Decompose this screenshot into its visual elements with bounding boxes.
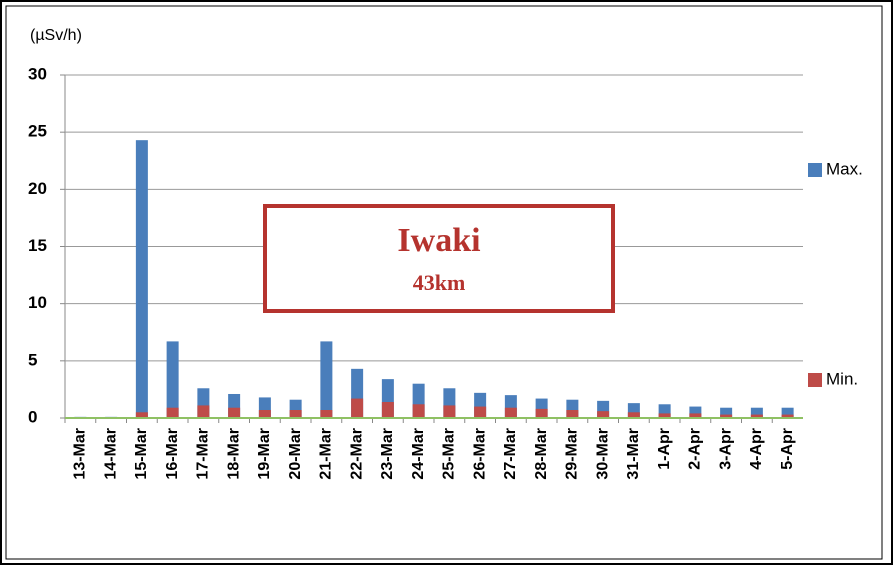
y-tick-label: 30 [28, 64, 47, 83]
x-tick-label: 17-Mar [195, 428, 212, 480]
bar [781, 407, 794, 418]
bar [289, 409, 302, 418]
x-tick-label: 25-Mar [441, 428, 458, 480]
bar [535, 408, 548, 418]
x-tick-label: 1-Apr [656, 428, 673, 470]
bar [320, 409, 333, 418]
x-tick-label: 15-Mar [133, 428, 150, 480]
x-tick-label: 2-Apr [687, 428, 704, 470]
bar [720, 414, 733, 418]
bar [597, 411, 610, 418]
x-tick-label: 19-Mar [256, 428, 273, 480]
bar [689, 413, 702, 418]
annotation-subtitle: 43km [413, 270, 466, 295]
x-tick-label: 18-Mar [225, 428, 242, 480]
bar [258, 409, 271, 418]
x-tick-label: 29-Mar [564, 428, 581, 480]
bar [658, 413, 671, 418]
bar [627, 412, 640, 418]
bar [135, 412, 148, 418]
inner-frame [5, 5, 883, 560]
y-tick-label: 10 [28, 293, 47, 312]
legend-label: Min. [826, 369, 858, 388]
bar [720, 407, 733, 418]
x-tick-label: 20-Mar [287, 428, 304, 480]
x-tick-label: 13-Mar [72, 428, 89, 480]
legend-swatch [808, 163, 822, 177]
x-tick-label: 21-Mar [318, 428, 335, 480]
bar [504, 407, 517, 418]
annotation-title: Iwaki [397, 222, 480, 259]
annotation-box [263, 204, 615, 313]
bar [166, 407, 179, 418]
y-tick-label: 20 [28, 179, 47, 198]
x-tick-label: 24-Mar [410, 428, 427, 480]
legend-swatch [808, 373, 822, 387]
x-tick-label: 28-Mar [533, 428, 550, 480]
bar [381, 401, 394, 418]
x-tick-label: 26-Mar [471, 428, 488, 480]
bar [689, 406, 702, 418]
bar [781, 414, 794, 418]
bar [135, 140, 148, 419]
bar [750, 414, 763, 418]
bar [228, 407, 241, 418]
y-axis-unit: (µSv/h) [30, 27, 82, 44]
bar [474, 406, 487, 418]
legend-label: Max. [826, 159, 863, 178]
x-tick-label: 14-Mar [102, 428, 119, 480]
y-tick-label: 25 [28, 122, 47, 141]
x-tick-label: 5-Apr [779, 428, 796, 470]
x-tick-label: 31-Mar [625, 428, 642, 480]
x-tick-label: 16-Mar [164, 428, 181, 480]
x-tick-label: 3-Apr [717, 428, 734, 470]
bar [750, 407, 763, 418]
y-tick-label: 15 [28, 236, 47, 255]
bar [320, 341, 333, 418]
x-tick-label: 23-Mar [379, 428, 396, 480]
bar [412, 404, 425, 418]
y-tick-label: 5 [28, 350, 37, 369]
bar [166, 341, 179, 418]
bar [566, 409, 579, 418]
x-tick-label: 22-Mar [348, 428, 365, 480]
bar [197, 405, 210, 418]
x-tick-label: 4-Apr [748, 428, 765, 470]
bar [443, 405, 456, 418]
x-tick-label: 30-Mar [594, 428, 611, 480]
x-tick-label: 27-Mar [502, 428, 519, 480]
y-tick-label: 0 [28, 407, 37, 426]
bar [351, 398, 364, 418]
